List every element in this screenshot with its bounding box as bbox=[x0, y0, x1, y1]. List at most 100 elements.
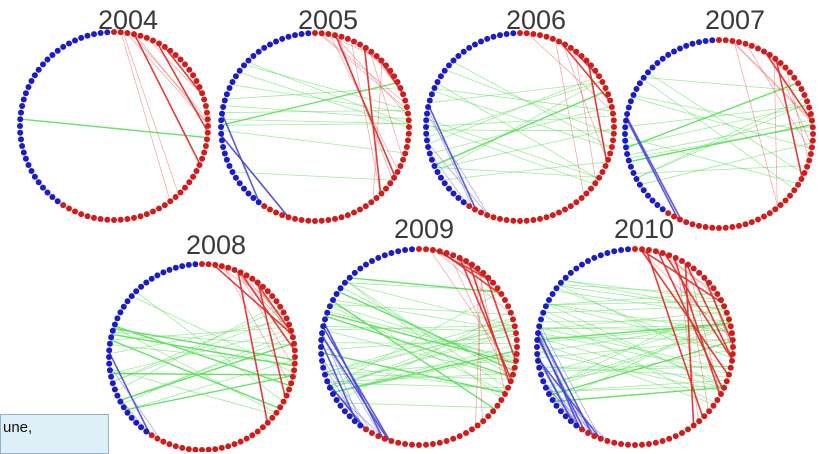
red-link bbox=[773, 57, 778, 208]
red-node bbox=[596, 73, 603, 80]
blue-node bbox=[640, 74, 647, 81]
blue-node bbox=[104, 29, 111, 36]
red-link bbox=[237, 271, 289, 322]
blue-node bbox=[19, 143, 26, 149]
red-node bbox=[766, 210, 773, 217]
red-node bbox=[373, 53, 380, 59]
blue-link bbox=[322, 326, 391, 441]
blue-link bbox=[109, 365, 162, 441]
blue-node bbox=[143, 279, 150, 286]
green-link bbox=[426, 118, 600, 179]
green-link bbox=[114, 325, 291, 387]
green-link bbox=[247, 61, 410, 125]
red-node bbox=[602, 85, 609, 91]
red-link bbox=[731, 40, 813, 123]
red-node bbox=[782, 64, 789, 71]
red-node bbox=[710, 285, 717, 292]
blue-node bbox=[630, 170, 637, 176]
red-node bbox=[375, 433, 382, 440]
blue-node bbox=[357, 422, 364, 429]
red-node bbox=[291, 340, 298, 347]
red-node bbox=[288, 327, 295, 334]
red-node bbox=[494, 285, 501, 292]
red-node bbox=[810, 131, 816, 137]
blue-node bbox=[623, 117, 629, 124]
red-node bbox=[204, 136, 210, 143]
red-node bbox=[443, 438, 450, 444]
green-link bbox=[110, 326, 291, 341]
blue-node bbox=[696, 39, 702, 46]
red-node bbox=[259, 424, 266, 431]
blue-node bbox=[133, 288, 140, 295]
blue-node bbox=[223, 91, 230, 98]
red-node bbox=[172, 194, 179, 200]
blue-node bbox=[689, 40, 696, 47]
red-link bbox=[705, 279, 734, 352]
blue-node bbox=[625, 157, 632, 164]
green-link bbox=[325, 359, 517, 376]
green-link bbox=[543, 305, 724, 314]
blue-node bbox=[20, 149, 27, 156]
red-link bbox=[785, 67, 810, 162]
blue-node bbox=[218, 117, 225, 124]
blue-node bbox=[402, 247, 409, 253]
blue-node bbox=[536, 323, 543, 330]
red-node bbox=[517, 30, 523, 36]
blue-node bbox=[426, 97, 433, 104]
green-link bbox=[547, 385, 725, 392]
red-node bbox=[761, 48, 767, 55]
green-link bbox=[632, 97, 812, 150]
green-link bbox=[625, 105, 809, 147]
red-node bbox=[714, 397, 721, 403]
red-link bbox=[125, 32, 209, 125]
red-node bbox=[505, 384, 512, 391]
red-node bbox=[363, 426, 369, 433]
blue-node bbox=[497, 32, 503, 39]
blue-node bbox=[649, 64, 656, 71]
green-link bbox=[321, 351, 506, 394]
blue-node bbox=[285, 33, 292, 40]
red-node bbox=[143, 211, 150, 218]
red-node bbox=[474, 422, 481, 429]
green-link bbox=[119, 337, 294, 401]
green-link bbox=[327, 372, 514, 383]
green-link bbox=[326, 312, 516, 365]
blue-node bbox=[17, 116, 24, 123]
blue-node bbox=[267, 41, 273, 48]
red-node bbox=[578, 195, 585, 201]
blue-node bbox=[25, 84, 32, 90]
network-panel-2009 bbox=[318, 246, 520, 448]
blue-node bbox=[97, 30, 104, 36]
red-node bbox=[202, 103, 209, 109]
blue-node bbox=[72, 37, 78, 44]
red-node bbox=[791, 74, 798, 81]
red-node bbox=[463, 258, 469, 264]
red-node bbox=[368, 48, 375, 55]
red-node bbox=[710, 402, 717, 409]
year-label-2005: 2005 bbox=[298, 5, 359, 35]
blue-node bbox=[114, 315, 121, 322]
green-link bbox=[330, 305, 506, 393]
green-link bbox=[543, 349, 734, 383]
red-node bbox=[325, 31, 332, 37]
red-node bbox=[556, 209, 562, 216]
blue-node bbox=[611, 248, 618, 255]
red-node bbox=[696, 269, 703, 276]
red-node bbox=[599, 169, 606, 175]
blue-node bbox=[106, 354, 112, 360]
red-node bbox=[137, 32, 144, 39]
red-node bbox=[583, 190, 590, 197]
red-link bbox=[560, 41, 612, 103]
red-node bbox=[177, 56, 184, 63]
red-node bbox=[503, 217, 510, 223]
blue-node bbox=[298, 31, 305, 37]
red-node bbox=[608, 144, 615, 150]
red-link bbox=[448, 253, 510, 385]
blue-node bbox=[219, 110, 225, 117]
green-link bbox=[436, 82, 599, 180]
blue-node bbox=[466, 44, 473, 51]
red-node bbox=[177, 189, 184, 196]
blue-node bbox=[542, 303, 549, 310]
red-node bbox=[403, 144, 410, 150]
red-node bbox=[193, 168, 200, 174]
